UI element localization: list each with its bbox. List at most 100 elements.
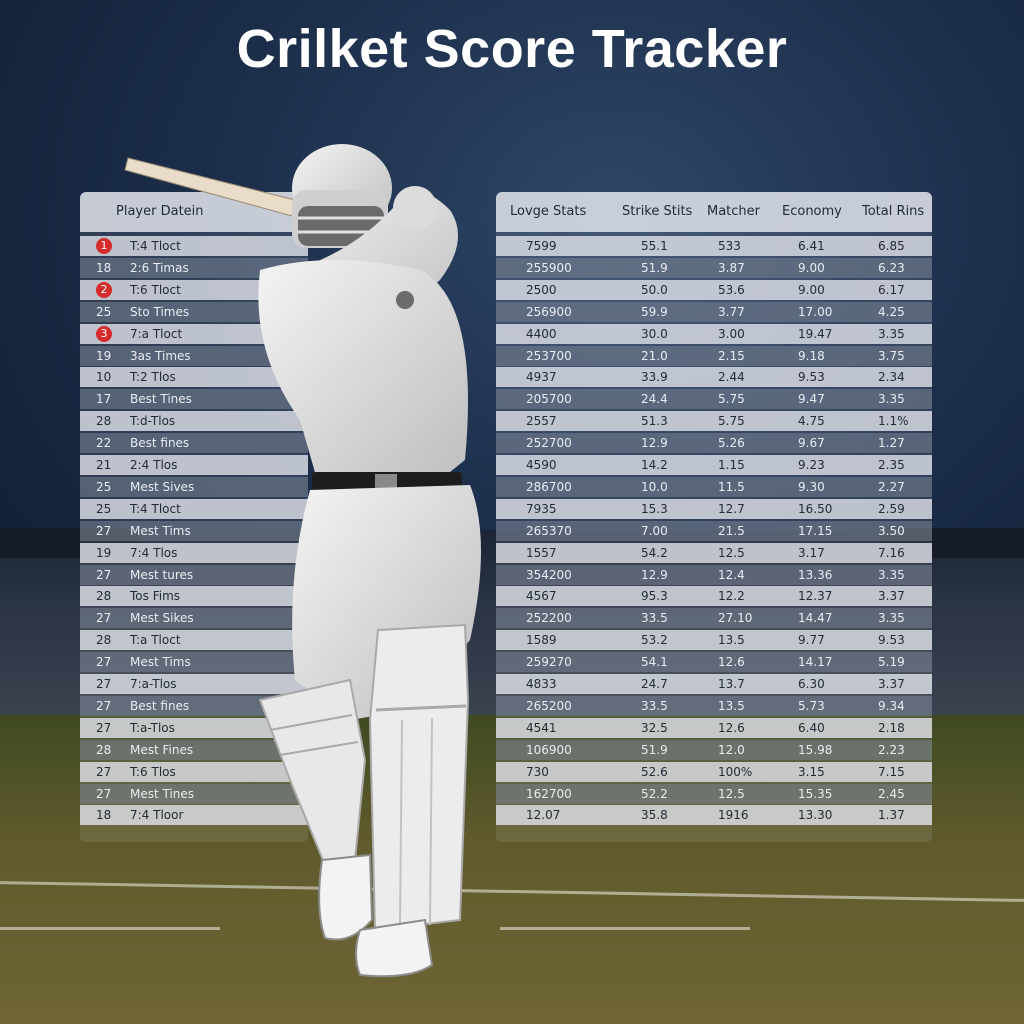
table-row: 27 7:a-Tlos: [80, 674, 308, 694]
table-cell: 12.0: [718, 742, 745, 757]
table-cell: 9.23: [798, 458, 825, 472]
table-cell: 13.5: [718, 633, 745, 648]
table-cell: 24.7: [641, 677, 668, 691]
table-cell: 12.5: [718, 786, 745, 801]
table-cell: 9.53: [798, 370, 825, 385]
table-cell: 1557: [526, 545, 557, 560]
stats-table: Lovge Stats Strike Stits Matcher Economy Tot…: [496, 192, 932, 842]
table-row: 286700 10.0 11.5 9.30 2.27: [496, 476, 932, 497]
table-cell: 6.41: [798, 239, 825, 253]
table-cell: 4.75: [798, 414, 825, 429]
row-number: 25: [96, 501, 112, 516]
table-cell: 265200: [526, 698, 572, 713]
table-cell: 1.37: [878, 808, 905, 823]
table-cell: 10.0: [641, 479, 668, 494]
table-row: 259270 54.1 12.6 14.17 5.19: [496, 652, 932, 673]
table-cell: 17.15: [798, 523, 833, 538]
table-cell: 51.9: [641, 260, 668, 275]
table-cell: 14.17: [798, 655, 833, 670]
column-header: Player Datein: [116, 204, 204, 219]
table-cell: 13.36: [798, 567, 833, 582]
table-cell: 3.35: [878, 567, 905, 582]
table-cell: 5.75: [718, 414, 745, 429]
table-cell: 2.15: [718, 348, 745, 363]
table-cell: 3.15: [798, 764, 825, 779]
table-cell: 12.2: [718, 589, 745, 604]
row-label: Mest Fines: [130, 742, 194, 757]
table-row: 4400 30.0 3.00 19.47 3.35: [496, 323, 932, 344]
table-cell: 51.3: [641, 414, 668, 429]
table-cell: 24.4: [641, 392, 668, 407]
row-label: 2:4 Tlos: [130, 458, 178, 472]
column-header: Strike Stits: [622, 204, 693, 219]
table-cell: 3.35: [878, 392, 905, 407]
table-cell: 50.0: [641, 282, 668, 297]
table-row: 12.07 35.8 1916 13.30 1.37: [496, 805, 932, 826]
table-cell: 730: [526, 764, 549, 779]
row-label: Best Tines: [130, 392, 192, 407]
table-cell: 12.07: [526, 808, 561, 823]
field-line: [0, 927, 220, 930]
row-number: 25: [96, 304, 112, 319]
table-cell: 12.4: [718, 567, 745, 582]
table-row: 2557 51.3 5.75 4.75 1.1%: [496, 411, 932, 432]
table-cell: 6.17: [878, 282, 905, 297]
row-label: 7:a Tloct: [130, 326, 183, 341]
row-number: 18: [96, 260, 112, 275]
row-label: T:6 Tloct: [130, 282, 181, 297]
table-cell: 2557: [526, 414, 557, 429]
table-cell: 2.34: [878, 370, 905, 385]
table-cell: 54.2: [641, 545, 668, 560]
player-details-table: Player Datein 1 T:4 Tloct 18 2:6 Timas 2 T:6 …: [80, 192, 308, 842]
table-cell: 3.50: [878, 523, 905, 538]
table-row: 28 T:d-Tlos: [80, 411, 308, 432]
table-cell: 9.18: [798, 348, 825, 363]
table-cell: 14.47: [798, 611, 833, 626]
table-cell: 9.30: [798, 479, 825, 494]
table-cell: 6.85: [878, 239, 905, 253]
table-cell: 3.75: [878, 348, 905, 363]
table-cell: 2.27: [878, 479, 905, 494]
row-label: Mest Sikes: [130, 611, 194, 626]
table-cell: 33.5: [641, 698, 668, 713]
table-row: 2 T:6 Tloct: [80, 279, 308, 300]
row-number: 22: [96, 436, 112, 451]
table-cell: 12.9: [641, 436, 668, 451]
table-cell: 6.23: [878, 260, 905, 275]
table-cell: 54.1: [641, 655, 668, 670]
row-number: 28: [96, 633, 112, 648]
table-cell: 95.3: [641, 589, 668, 604]
table-row: 27 T:a-Tlos: [80, 717, 308, 738]
row-label: T:d-Tlos: [130, 414, 176, 429]
table-row: 4833 24.7 13.7 6.30 3.37: [496, 674, 932, 694]
table-cell: 259270: [526, 655, 572, 670]
table-cell: 12.5: [718, 545, 745, 560]
column-header: Total Rins: [862, 204, 925, 219]
table-row: 255900 51.9 3.87 9.00 6.23: [496, 257, 932, 278]
batsman-illustration: [124, 144, 481, 978]
table-row: 2500 50.0 53.6 9.00 6.17: [496, 279, 932, 300]
rank-badge: 1: [96, 238, 112, 254]
row-label: Mest Tines: [130, 786, 195, 801]
table-row: 27 T:6 Tlos: [80, 761, 308, 782]
table-cell: 2.44: [718, 370, 745, 385]
table-cell: 4541: [526, 720, 557, 735]
table-cell: 9.47: [798, 392, 825, 407]
table-cell: 2.45: [878, 786, 905, 801]
table-cell: 205700: [526, 392, 572, 407]
row-number: 10: [96, 370, 112, 385]
table-row: 4937 33.9 2.44 9.53 2.34: [496, 367, 932, 388]
table-cell: 14.2: [641, 458, 668, 472]
table-row: 28 Tos Fims: [80, 586, 308, 607]
table-cell: 15.35: [798, 786, 833, 801]
table-row: 18 7:4 Tloor: [80, 805, 308, 826]
column-header: Economy: [782, 204, 842, 219]
row-number: 28: [96, 589, 112, 604]
table-cell: 4567: [526, 589, 557, 604]
table-row: 7599 55.1 533 6.41 6.85: [496, 236, 932, 256]
table-cell: 2.18: [878, 720, 905, 735]
table-row: 7935 15.3 12.7 16.50 2.59: [496, 498, 932, 519]
table-cell: 1.27: [878, 436, 905, 451]
rank-badge: 2: [96, 281, 112, 298]
table-cell: 162700: [526, 786, 572, 801]
